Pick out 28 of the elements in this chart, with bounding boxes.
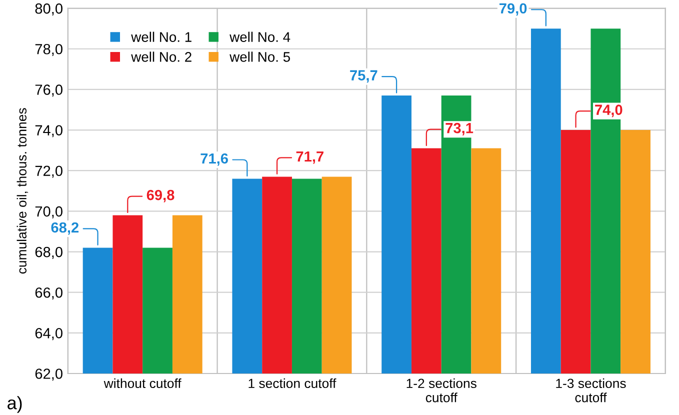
data-label: 74,0: [595, 104, 622, 118]
y-tick-label: 68,0: [35, 246, 62, 259]
y-tick-label: 64,0: [35, 328, 62, 340]
y-tick-label: 78,0: [35, 44, 62, 56]
data-label: 68,2: [51, 222, 79, 235]
data-label: 75,7: [350, 70, 378, 83]
data-label: 69,8: [146, 190, 174, 202]
data-label: 71,7: [296, 151, 324, 164]
text: a): [8, 396, 22, 413]
y-tick-label: 74,0: [35, 125, 62, 138]
legend-label: well No. 1: [131, 32, 192, 42]
legend-label: well No. 4: [230, 32, 290, 42]
y-tick-label: 80,0: [35, 3, 62, 16]
x-tick-label: 1-3 sections cutoff: [556, 378, 626, 402]
x-tick-label: 1 section cutoff: [248, 378, 336, 388]
x-tick-label: without cutoff: [104, 378, 182, 388]
y-axis-title: cumulative oil, thous. tonnes: [16, 108, 28, 274]
y-tick-label: 70,0: [35, 206, 62, 218]
data-label: 71,6: [200, 153, 228, 166]
y-tick-label: 76,0: [35, 84, 62, 97]
legend-label: well No. 2: [131, 52, 192, 62]
legend-label: well No. 5: [230, 52, 290, 62]
x-tick-label: 1-2 sections cutoff: [406, 378, 476, 402]
y-tick-label: 62,0: [35, 368, 62, 381]
y-tick-label: 66,0: [35, 287, 62, 300]
data-label: 79,0: [499, 3, 527, 16]
y-tick-label: 72,0: [35, 166, 62, 178]
data-label: 73,1: [446, 122, 474, 136]
